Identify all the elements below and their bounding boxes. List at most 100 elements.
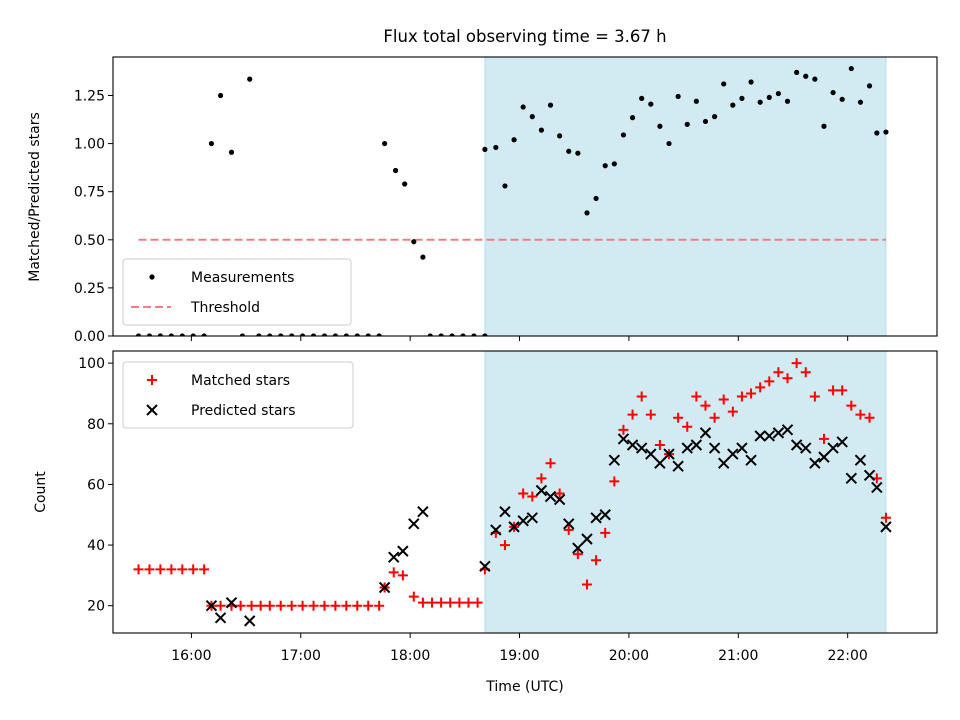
data-point	[417, 597, 428, 608]
data-point	[709, 412, 720, 423]
data-point	[264, 600, 275, 611]
data-point	[790, 439, 803, 451]
x-tick-label: 21:00	[718, 648, 758, 664]
data-point	[310, 333, 317, 336]
data-point	[157, 333, 163, 336]
data-point	[763, 430, 775, 442]
data-point	[378, 581, 391, 594]
shaded-span	[484, 56, 887, 337]
data-point	[228, 149, 235, 155]
data-point	[663, 448, 675, 460]
y-tick-label: 100	[78, 356, 105, 372]
legend-marker	[146, 404, 158, 416]
data-point	[711, 114, 718, 120]
data-point	[721, 81, 727, 87]
data-point	[244, 615, 256, 627]
ratio-panel: 0.00 0.25 0.50 0.75 1.00 1.25 Measurements Thre…	[74, 56, 938, 345]
series-1	[135, 65, 889, 336]
data-point	[818, 433, 829, 444]
data-point	[493, 144, 499, 151]
data-point	[343, 333, 349, 336]
data-point	[803, 73, 809, 79]
y-tick-label: 80	[87, 417, 105, 433]
data-point	[547, 102, 554, 108]
data-point	[482, 146, 488, 152]
data-point	[460, 333, 466, 336]
data-point	[557, 133, 563, 139]
legend: Measurements Threshold	[122, 258, 352, 326]
data-point	[700, 400, 711, 411]
y-tick-label: 20	[87, 599, 105, 615]
data-point	[739, 95, 745, 101]
plot-area	[133, 358, 892, 627]
data-point	[673, 412, 684, 423]
data-point	[168, 333, 174, 336]
data-point	[848, 65, 854, 72]
data-point	[736, 442, 748, 454]
data-point	[239, 333, 246, 336]
legend: Matched stars Predicted stars	[122, 361, 354, 429]
data-point	[699, 427, 712, 439]
data-point	[855, 409, 866, 420]
data-point	[420, 254, 426, 260]
data-point	[247, 76, 253, 82]
data-point	[837, 385, 848, 396]
data-point	[757, 99, 763, 105]
data-point	[830, 89, 836, 96]
data-point	[593, 195, 599, 202]
data-point	[382, 140, 388, 147]
data-point	[217, 92, 224, 99]
data-point	[857, 99, 864, 105]
data-point	[748, 79, 754, 85]
data-point	[635, 442, 648, 454]
data-point	[536, 473, 547, 484]
data-point	[499, 540, 510, 551]
data-point	[427, 333, 433, 336]
data-point	[146, 333, 153, 336]
data-point	[666, 140, 672, 147]
data-point	[155, 564, 166, 575]
data-point	[201, 333, 207, 336]
legend-label: Measurements	[191, 270, 294, 286]
data-point	[772, 427, 785, 439]
data-point	[267, 333, 273, 336]
data-point	[363, 600, 374, 611]
x-tick-label: 19:00	[499, 648, 539, 664]
y-tick-label: 0.50	[74, 233, 105, 249]
data-point	[289, 333, 295, 336]
data-point	[235, 600, 246, 611]
data-point	[681, 442, 693, 454]
data-point	[636, 391, 647, 402]
data-point	[755, 382, 766, 393]
data-point	[365, 333, 371, 336]
data-point	[374, 600, 385, 611]
data-point	[839, 96, 845, 102]
data-point	[214, 612, 227, 624]
data-point	[654, 457, 666, 469]
data-point	[727, 406, 738, 417]
data-point	[828, 385, 839, 396]
data-point	[718, 457, 730, 469]
data-point	[781, 424, 794, 436]
data-point	[654, 440, 665, 450]
data-point	[693, 98, 699, 104]
legend-marker	[149, 274, 155, 280]
data-point	[436, 597, 447, 608]
bottom-xlabel: Time (UTC)	[485, 679, 563, 695]
count-panel: 20 40 60 80 100 16:00 17:00 18:00 19:00 20:00 21:0…	[78, 350, 938, 664]
data-point	[821, 123, 827, 129]
data-point	[584, 210, 590, 216]
data-point	[684, 121, 690, 127]
y-tick-label: 0.00	[74, 329, 105, 345]
data-point	[883, 129, 889, 135]
data-point	[471, 333, 477, 336]
data-point	[402, 181, 408, 187]
data-point	[800, 367, 811, 378]
data-point	[553, 493, 566, 506]
series-1	[133, 358, 891, 611]
bottom-ylabel: Count	[33, 471, 49, 513]
data-point	[784, 98, 791, 104]
data-point	[794, 69, 800, 75]
data-point	[702, 118, 709, 125]
